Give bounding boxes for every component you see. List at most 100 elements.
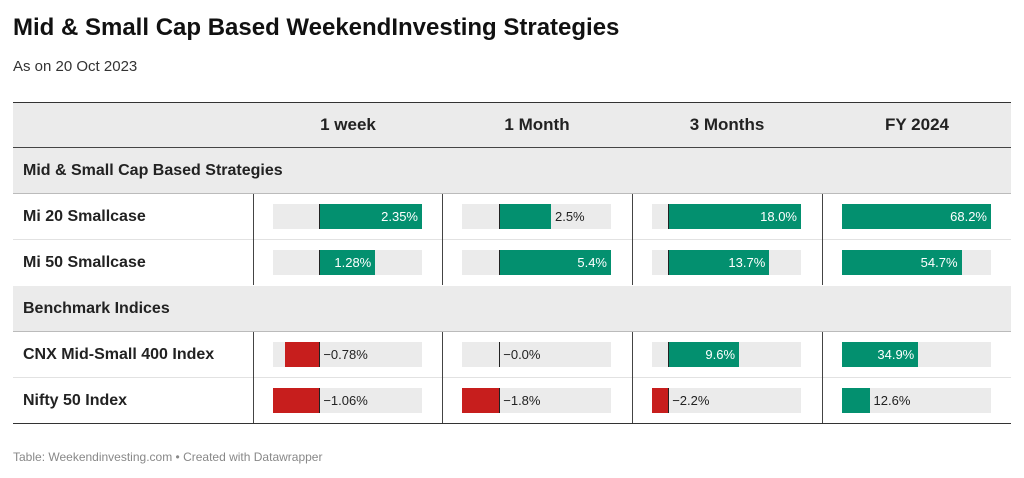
value-label: 12.6%	[873, 393, 911, 408]
value-bar	[668, 342, 740, 367]
row-separator	[13, 377, 1011, 378]
bar-track: 34.9%	[842, 342, 991, 367]
table-bottom-border	[13, 423, 1011, 424]
column-divider	[632, 332, 633, 423]
bar-track: −1.8%	[462, 388, 611, 413]
value-cell: 34.9%	[822, 332, 1012, 377]
bar-track: −0.0%	[462, 342, 611, 367]
row-label: CNX Mid-Small 400 Index	[23, 346, 215, 363]
value-cell: 1.28%	[253, 240, 443, 285]
value-label: 13.7%	[728, 255, 766, 270]
value-cell: −1.8%	[442, 378, 632, 423]
value-bar	[842, 250, 962, 275]
group-row: Benchmark Indices	[13, 286, 1011, 332]
value-cell: 2.5%	[442, 194, 632, 239]
value-cell: 54.7%	[822, 240, 1012, 285]
value-bar	[285, 342, 320, 367]
column-header: 1 week	[320, 115, 376, 134]
bar-track: −1.06%	[273, 388, 422, 413]
value-bar	[842, 388, 870, 413]
value-bar	[319, 204, 422, 229]
value-bar	[499, 204, 551, 229]
bar-track: −2.2%	[652, 388, 801, 413]
group-row: Mid & Small Cap Based Strategies	[13, 148, 1011, 194]
value-label: 2.5%	[554, 209, 585, 224]
value-label: 9.6%	[705, 347, 736, 362]
bar-track: 68.2%	[842, 204, 991, 229]
zero-line	[319, 342, 321, 367]
performance-table: 1 week 1 Month 3 Months FY 2024 Mid & Small…	[13, 102, 1011, 424]
value-label: 54.7%	[920, 255, 958, 270]
chart-title: Mid & Small Cap Based WeekendInvesting S…	[13, 14, 620, 41]
row-separator	[13, 239, 1011, 240]
chart-subtitle: As on 20 Oct 2023	[13, 58, 138, 75]
zero-line	[499, 388, 501, 413]
table-row: Nifty 50 Index −1.06% −1.8% −2.2% 12.6%	[13, 378, 1011, 423]
row-label: Mi 50 Smallcase	[23, 254, 146, 271]
value-cell: 5.4%	[442, 240, 632, 285]
column-header: 3 Months	[689, 115, 765, 134]
value-bar	[668, 250, 770, 275]
table-row: Mi 20 Smallcase 2.35% 2.5% 18.0% 68.2%	[13, 194, 1011, 239]
value-cell: −0.78%	[253, 332, 443, 377]
column-divider	[442, 194, 443, 285]
value-label: 68.2%	[950, 209, 987, 224]
value-label: 34.9%	[877, 347, 915, 362]
value-label: −2.2%	[672, 393, 710, 408]
bar-track: 1.28%	[273, 250, 422, 275]
zero-line	[499, 250, 501, 275]
value-cell: 13.7%	[632, 240, 822, 285]
value-bar	[842, 204, 991, 229]
column-divider	[253, 332, 254, 423]
bar-track: 2.35%	[273, 204, 422, 229]
value-cell: 2.35%	[253, 194, 443, 239]
value-cell: −0.0%	[442, 332, 632, 377]
value-label: 5.4%	[577, 255, 607, 270]
value-cell: 9.6%	[632, 332, 822, 377]
zero-line	[319, 250, 321, 275]
column-divider	[632, 194, 633, 285]
group-label: Benchmark Indices	[23, 300, 170, 317]
column-divider	[822, 332, 823, 423]
table-top-border	[13, 102, 1011, 103]
value-bar	[462, 388, 500, 413]
bar-track: −0.78%	[273, 342, 422, 367]
column-divider	[442, 332, 443, 423]
table-row: Mi 50 Smallcase 1.28% 5.4% 13.7% 54.7%	[13, 240, 1011, 285]
column-divider	[822, 194, 823, 285]
zero-line	[499, 204, 501, 229]
value-bar	[273, 388, 320, 413]
table-row: CNX Mid-Small 400 Index −0.78% −0.0% 9.6% 34…	[13, 332, 1011, 377]
value-label: 2.35%	[381, 209, 418, 224]
value-bar	[652, 388, 669, 413]
header-row: 1 week 1 Month 3 Months FY 2024	[13, 103, 1011, 148]
row-label: Nifty 50 Index	[23, 392, 128, 409]
value-bar	[499, 250, 611, 275]
zero-line	[319, 204, 321, 229]
bar-track: 2.5%	[462, 204, 611, 229]
value-cell: −1.06%	[253, 378, 443, 423]
value-label: −0.78%	[323, 347, 368, 362]
value-bar	[668, 204, 801, 229]
value-cell: 18.0%	[632, 194, 822, 239]
bar-track: 12.6%	[842, 388, 991, 413]
bar-track: 13.7%	[652, 250, 801, 275]
value-bar	[319, 250, 376, 275]
chart-footer: Table: Weekendinvesting.com • Created wi…	[13, 450, 323, 464]
zero-line	[668, 250, 670, 275]
value-label: −1.8%	[503, 393, 541, 408]
column-divider	[253, 194, 254, 285]
zero-line	[319, 388, 321, 413]
value-label: 1.28%	[334, 255, 372, 270]
zero-line	[668, 342, 670, 367]
bar-track: 5.4%	[462, 250, 611, 275]
bar-track: 9.6%	[652, 342, 801, 367]
value-cell: 68.2%	[822, 194, 1012, 239]
value-cell: −2.2%	[632, 378, 822, 423]
row-label: Mi 20 Smallcase	[23, 208, 146, 225]
value-label: −0.0%	[503, 347, 541, 362]
value-cell: 12.6%	[822, 378, 1012, 423]
zero-line	[668, 204, 670, 229]
bar-track: 18.0%	[652, 204, 801, 229]
group-label: Mid & Small Cap Based Strategies	[23, 162, 283, 179]
